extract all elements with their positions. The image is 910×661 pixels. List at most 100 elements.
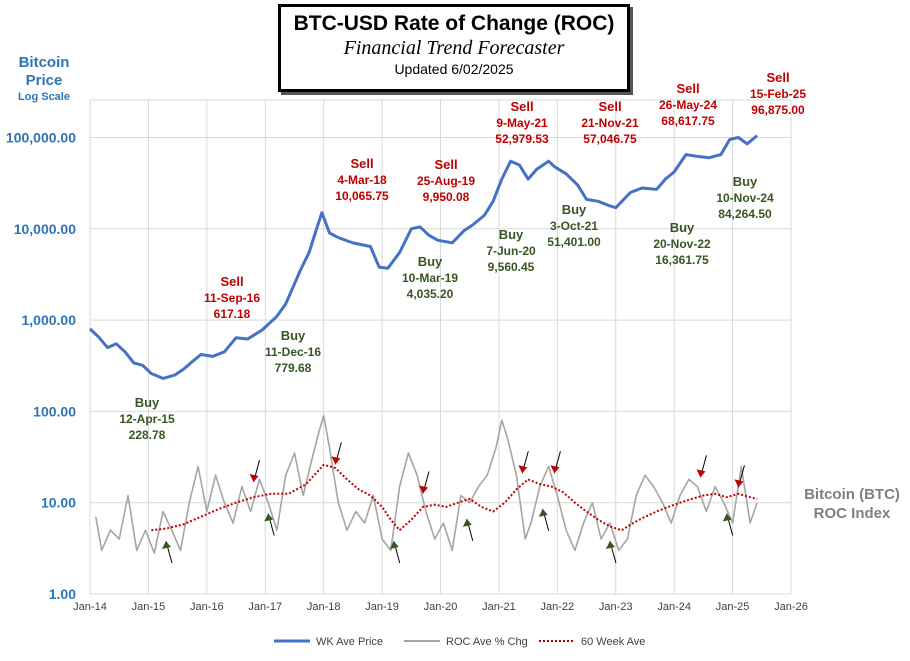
annotation-text: Buy [733, 174, 758, 189]
arrow-head [538, 508, 548, 517]
annotation-text: 4,035.20 [407, 287, 454, 301]
buy-signal-arrow [605, 540, 617, 564]
annotation-text: 84,264.50 [718, 207, 772, 221]
sell-signal-arrow [550, 451, 561, 474]
buy-annotation: Buy 11-Dec-16 779.68 [265, 328, 321, 375]
annotation-text: 9,950.08 [423, 190, 470, 204]
buy-signal-arrow [389, 540, 401, 564]
sell-signal-arrow [249, 459, 261, 483]
annotation-text: 617.18 [214, 307, 251, 321]
annotation-text: 26-May-24 [659, 98, 717, 112]
annotation-text: Sell [676, 81, 699, 96]
annotation-text: 9-May-21 [496, 116, 548, 130]
sell-signal-arrow [418, 471, 430, 494]
chart-subtitle: Financial Trend Forecaster [343, 37, 565, 59]
x-tick-label: Jan-16 [190, 601, 224, 613]
legend: WK Ave Price ROC Ave % Chg 60 Week Ave [274, 636, 645, 648]
annotation-text: 779.68 [275, 361, 312, 375]
annotation-text: 21-Nov-21 [581, 116, 639, 130]
annotation-text: Sell [350, 156, 373, 171]
annotation-text: Buy [670, 220, 695, 235]
sell-signal-arrow [331, 442, 342, 465]
annotation-text: Sell [434, 157, 457, 172]
x-tick-label: Jan-18 [307, 601, 341, 613]
y-tick-label: 10.00 [41, 495, 76, 511]
annotation-text: 15-Feb-25 [750, 87, 806, 101]
x-tick-label: Jan-15 [132, 601, 166, 613]
title-box: BTC-USD Rate of Change (ROC) Financial T… [278, 4, 630, 92]
x-tick-label: Jan-19 [365, 601, 399, 613]
x-tick-label: Jan-14 [73, 601, 107, 613]
sell-annotation: Sell 21-Nov-21 57,046.75 [581, 99, 639, 146]
arrow-head [462, 518, 472, 527]
annotation-text: 10,065.75 [335, 189, 389, 203]
y-tick-label: 1,000.00 [22, 312, 77, 328]
buy-annotation: Buy 20-Nov-22 16,361.75 [653, 220, 711, 267]
arrow-head [722, 513, 732, 522]
arrow-head [696, 469, 706, 478]
annotation-text: 12-Apr-15 [119, 412, 175, 426]
sell-annotation: Sell 26-May-24 68,617.75 [659, 81, 717, 128]
roc-index-label-line2: ROC Index [814, 505, 891, 522]
annotation-text: 11-Sep-16 [204, 291, 260, 305]
legend-label-price: WK Ave Price [316, 636, 383, 648]
annotation-text: 25-Aug-19 [417, 174, 475, 188]
x-tick-label: Jan-26 [774, 601, 808, 613]
buy-annotation: Buy 10-Mar-19 4,035.20 [402, 254, 458, 301]
annotation-text: 57,046.75 [583, 132, 637, 146]
axis-ticks: 1.00 10.00 100.00 1,000.00 10,000.00 100,000.… [6, 129, 808, 613]
annotation-text: 9,560.45 [488, 260, 535, 274]
y-axis-title-line2: Price [26, 72, 63, 89]
annotations-layer: Sell 11-Sep-16 617.18 Buy 12-Apr-15 228.78 Buy… [119, 70, 806, 564]
arrow-head [331, 456, 341, 465]
y-tick-label: 100.00 [33, 403, 76, 419]
roc-index-label-line1: Bitcoin (BTC) [804, 486, 900, 503]
annotation-text: Buy [499, 227, 524, 242]
buy-annotation: Buy 10-Nov-24 84,264.50 [716, 174, 774, 221]
arrow-head [734, 479, 744, 488]
buy-annotation: Buy 7-Jun-20 9,560.45 [486, 227, 536, 274]
sell-signal-arrow [696, 455, 707, 478]
updated-date: Updated 6/02/2025 [394, 61, 514, 77]
arrow-head [605, 541, 615, 550]
annotation-text: Sell [220, 274, 243, 289]
annotation-text: 10-Mar-19 [402, 271, 458, 285]
x-tick-label: Jan-25 [716, 601, 750, 613]
annotation-text: Sell [598, 99, 621, 114]
buy-annotation: Buy 12-Apr-15 228.78 [119, 395, 175, 442]
buy-annotation: Buy 3-Oct-21 51,401.00 [547, 202, 601, 249]
arrow-head [249, 474, 259, 483]
annotation-text: 228.78 [129, 428, 166, 442]
annotation-text: 11-Dec-16 [265, 345, 321, 359]
annotation-text: Sell [510, 99, 533, 114]
annotation-text: 16,361.75 [655, 253, 709, 267]
sell-annotation: Sell 9-May-21 52,979.53 [495, 99, 549, 146]
price-series-line [88, 134, 759, 380]
annotation-text: Sell [766, 70, 789, 85]
buy-signal-arrow [722, 513, 734, 536]
sell-signal-arrow [734, 465, 745, 488]
buy-signal-arrow [264, 513, 275, 536]
arrow-head [518, 465, 528, 474]
y-tick-label: 100,000.00 [6, 129, 76, 145]
x-tick-label: Jan-21 [482, 601, 516, 613]
x-tick-label: Jan-22 [541, 601, 575, 613]
x-tick-label: Jan-24 [657, 601, 691, 613]
annotation-text: 20-Nov-22 [653, 237, 711, 251]
sell-annotation: Sell 25-Aug-19 9,950.08 [417, 157, 475, 204]
y-tick-label: 1.00 [49, 586, 76, 602]
y-axis-title-line3: Log Scale [18, 91, 70, 103]
annotation-text: 3-Oct-21 [550, 219, 598, 233]
annotation-text: 96,875.00 [751, 103, 805, 117]
ma-series-line [151, 463, 758, 532]
buy-signal-arrow [462, 518, 474, 541]
sell-annotation: Sell 4-Mar-18 10,065.75 [335, 156, 389, 203]
y-tick-label: 10,000.00 [14, 221, 76, 237]
annotation-text: Buy [418, 254, 443, 269]
sell-signal-arrow [518, 451, 529, 474]
arrow-head [264, 513, 274, 522]
legend-label-ma: 60 Week Ave [581, 636, 645, 648]
arrow-head [550, 465, 560, 474]
chart-title: BTC-USD Rate of Change (ROC) [293, 12, 615, 35]
x-tick-label: Jan-17 [248, 601, 282, 613]
